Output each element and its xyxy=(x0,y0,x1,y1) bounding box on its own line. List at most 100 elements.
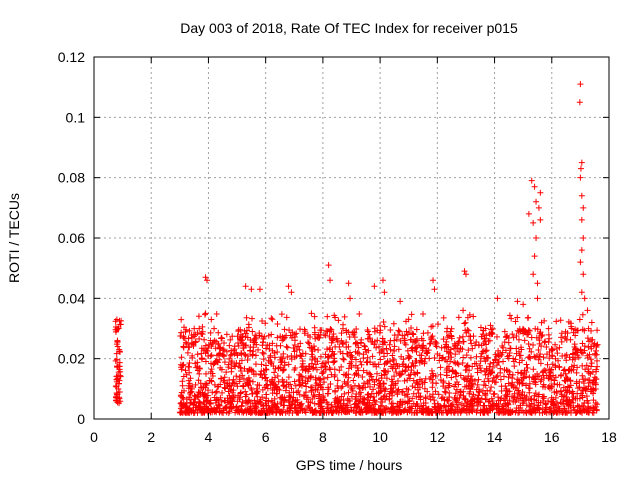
data-point xyxy=(196,325,203,332)
data-point xyxy=(178,366,185,373)
data-point xyxy=(487,360,494,367)
data-point xyxy=(247,385,254,392)
data-point xyxy=(207,368,214,375)
data-point xyxy=(189,352,196,359)
data-point xyxy=(223,403,230,410)
data-point xyxy=(579,392,586,399)
data-point xyxy=(281,326,288,333)
data-point xyxy=(296,391,303,398)
data-point xyxy=(293,409,300,416)
data-point xyxy=(548,376,555,383)
data-point xyxy=(405,372,412,379)
data-point xyxy=(405,316,412,323)
data-point xyxy=(331,350,338,357)
data-point xyxy=(558,371,565,378)
y-tick-label: 0.08 xyxy=(58,170,85,186)
data-point xyxy=(178,354,185,361)
data-point xyxy=(302,350,309,357)
data-point xyxy=(515,389,522,396)
data-point xyxy=(301,392,308,399)
data-point xyxy=(195,391,202,398)
data-point xyxy=(336,343,343,350)
data-point xyxy=(245,374,252,381)
data-point xyxy=(334,404,341,411)
data-point xyxy=(245,398,252,405)
data-point xyxy=(387,337,394,344)
data-point xyxy=(535,204,542,211)
data-point xyxy=(446,393,453,400)
data-point xyxy=(529,406,536,413)
data-point xyxy=(304,378,311,385)
data-point xyxy=(312,361,319,368)
data-point xyxy=(302,389,309,396)
data-point xyxy=(580,235,587,241)
y-tick-label: 0 xyxy=(77,411,85,427)
data-point xyxy=(372,401,379,408)
data-point xyxy=(264,342,271,349)
data-point xyxy=(551,377,558,384)
data-point xyxy=(494,372,501,379)
data-point xyxy=(218,366,225,373)
data-point xyxy=(113,356,120,363)
data-point xyxy=(491,379,498,386)
data-point xyxy=(382,386,389,393)
data-point xyxy=(295,377,302,384)
data-point xyxy=(588,336,595,343)
data-point xyxy=(552,341,559,348)
data-point xyxy=(214,359,221,366)
data-point xyxy=(531,183,538,190)
data-point xyxy=(579,372,586,379)
data-point xyxy=(497,369,504,376)
data-point xyxy=(429,409,436,416)
data-point xyxy=(431,400,438,407)
data-point xyxy=(461,396,468,403)
data-point xyxy=(343,380,350,387)
data-point xyxy=(360,367,367,374)
data-point xyxy=(418,358,425,365)
data-point xyxy=(388,389,395,396)
data-point xyxy=(304,339,311,346)
data-point xyxy=(311,393,318,400)
data-point xyxy=(355,344,362,351)
data-point xyxy=(365,335,372,342)
data-point xyxy=(112,357,119,364)
data-point xyxy=(584,307,591,314)
data-point xyxy=(386,341,393,348)
data-point xyxy=(419,344,426,351)
data-point xyxy=(535,346,542,353)
data-point xyxy=(438,344,445,351)
data-point xyxy=(453,370,460,377)
data-point xyxy=(455,361,462,368)
data-point xyxy=(191,392,198,399)
data-point xyxy=(317,383,324,390)
data-point xyxy=(517,404,524,411)
data-point xyxy=(217,375,224,382)
data-point xyxy=(249,315,256,322)
y-axis-label: ROTI / TECUs xyxy=(6,193,22,283)
data-point xyxy=(532,390,539,397)
data-point xyxy=(330,359,337,366)
data-point xyxy=(594,327,601,334)
data-point xyxy=(398,389,405,396)
data-point xyxy=(452,342,459,349)
data-point xyxy=(395,327,402,334)
data-point xyxy=(259,318,266,325)
data-point xyxy=(327,277,334,284)
data-point xyxy=(222,385,229,392)
data-point xyxy=(452,390,459,397)
data-point xyxy=(383,393,390,400)
data-point xyxy=(340,321,347,328)
data-point xyxy=(230,376,237,383)
data-point xyxy=(319,386,326,393)
data-point xyxy=(117,321,124,328)
data-point xyxy=(237,364,244,371)
data-point xyxy=(579,362,586,369)
data-point xyxy=(311,324,318,331)
data-point xyxy=(454,404,461,411)
data-point xyxy=(394,378,401,385)
data-point xyxy=(270,363,277,370)
data-point xyxy=(328,352,335,359)
x-tick-label: 8 xyxy=(319,429,327,445)
data-point xyxy=(255,346,262,353)
data-point xyxy=(182,409,189,416)
